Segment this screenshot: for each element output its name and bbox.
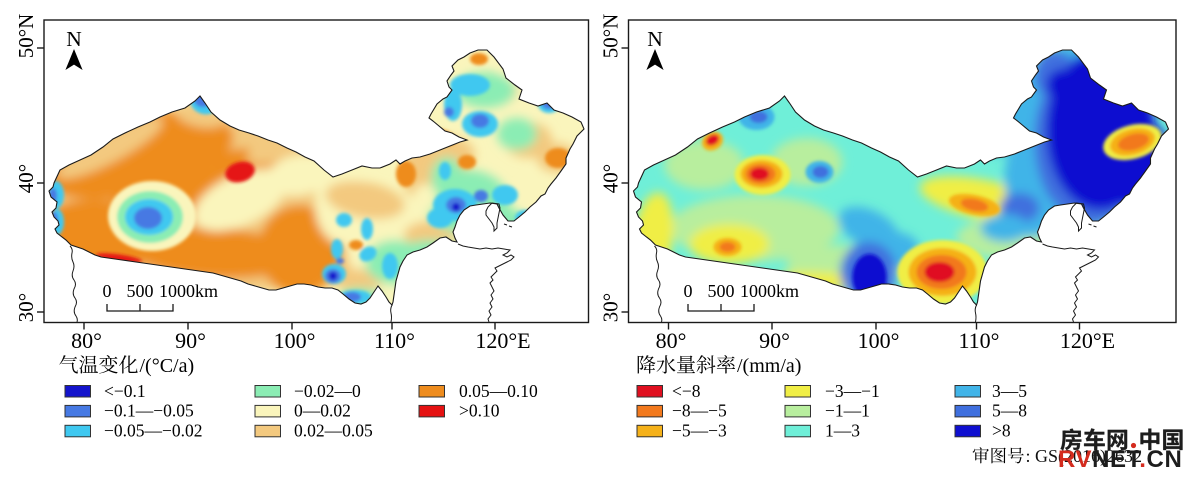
svg-text:80°: 80°: [71, 328, 102, 353]
svg-text:−0.02—0: −0.02—0: [294, 381, 361, 401]
svg-text:N: N: [66, 27, 82, 51]
svg-text:>8: >8: [992, 421, 1011, 441]
svg-text:1—3: 1—3: [825, 421, 860, 441]
svg-text:−5—−3: −5—−3: [672, 421, 727, 441]
svg-text:500: 500: [127, 281, 154, 301]
svg-text:−1—1: −1—1: [825, 401, 870, 421]
svg-text:80°: 80°: [656, 328, 687, 353]
svg-text:N: N: [647, 27, 663, 51]
svg-text:40°: 40°: [14, 164, 38, 193]
svg-text:/(mm/a): /(mm/a): [737, 355, 801, 377]
svg-text:: GS(2016)2632: : GS(2016)2632: [1026, 446, 1143, 467]
svg-text:90°: 90°: [759, 328, 790, 353]
svg-text:3—5: 3—5: [992, 381, 1027, 401]
svg-text:−0.05—−0.02: −0.05—−0.02: [104, 421, 203, 441]
svg-text:<−0.1: <−0.1: [104, 381, 146, 401]
svg-text:<−8: <−8: [672, 381, 701, 401]
svg-text:40°: 40°: [599, 164, 623, 193]
svg-text:0—0.02: 0—0.02: [294, 401, 351, 421]
svg-text:0.05—0.10: 0.05—0.10: [459, 381, 538, 401]
svg-text:1000km: 1000km: [159, 281, 218, 301]
svg-text:0: 0: [684, 281, 693, 301]
svg-text:50°N: 50°N: [599, 14, 623, 59]
svg-text:−0.1—−0.05: −0.1—−0.05: [104, 401, 194, 421]
svg-text:0.02—0.05: 0.02—0.05: [294, 421, 373, 441]
svg-text:500: 500: [708, 281, 735, 301]
svg-text:5—8: 5—8: [992, 401, 1027, 421]
svg-text:100°: 100°: [858, 328, 900, 353]
svg-text:/(°C/a): /(°C/a): [140, 355, 195, 377]
svg-text:100°: 100°: [274, 328, 316, 353]
svg-text:30°: 30°: [599, 293, 623, 322]
svg-text:RVNET.CN: RVNET.CN: [1058, 446, 1182, 473]
svg-text:120°E: 120°E: [475, 328, 530, 353]
svg-text:50°N: 50°N: [14, 14, 38, 59]
svg-text:110°: 110°: [374, 328, 415, 353]
svg-text:110°: 110°: [959, 328, 1000, 353]
svg-text:1000km: 1000km: [740, 281, 799, 301]
svg-text:−8—−5: −8—−5: [672, 401, 727, 421]
svg-text:90°: 90°: [175, 328, 206, 353]
svg-text:30°: 30°: [14, 293, 38, 322]
svg-text:−3—−1: −3—−1: [825, 381, 880, 401]
svg-text:>0.10: >0.10: [459, 401, 500, 421]
svg-text:0: 0: [103, 281, 112, 301]
svg-text:120°E: 120°E: [1060, 328, 1115, 353]
